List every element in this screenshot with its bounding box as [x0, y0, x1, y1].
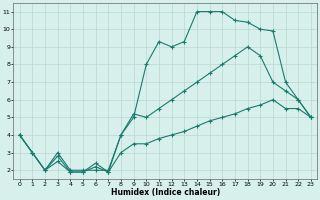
X-axis label: Humidex (Indice chaleur): Humidex (Indice chaleur)	[111, 188, 220, 197]
